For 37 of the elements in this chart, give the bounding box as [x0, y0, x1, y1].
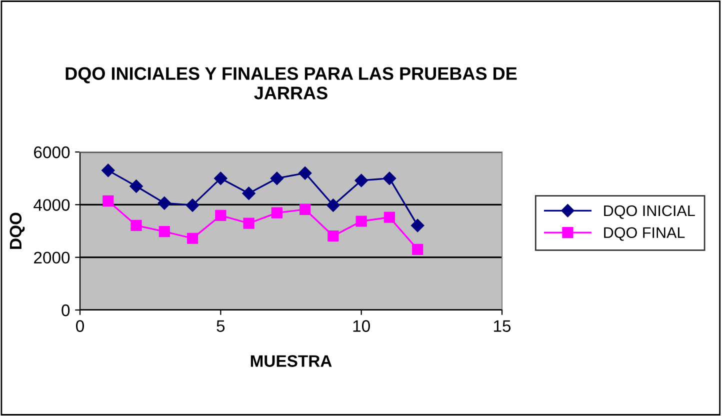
- point: [300, 204, 311, 215]
- point: [130, 180, 143, 193]
- point: [384, 212, 396, 223]
- point: [271, 207, 282, 218]
- chart-title: DQO INICIALES Y FINALES PARA LAS PRUEBAS DE JARRAS: [66, 67, 517, 100]
- point: [243, 218, 254, 229]
- x-axis-title: MUESTRA: [250, 355, 332, 367]
- x-tick-label: 0: [76, 320, 84, 332]
- point: [326, 198, 340, 212]
- point: [186, 198, 200, 212]
- point: [186, 232, 198, 244]
- point: [130, 220, 142, 232]
- y-axis-title: DQO: [10, 212, 25, 249]
- point: [214, 172, 228, 185]
- point: [215, 210, 226, 222]
- point: [298, 166, 312, 180]
- point: [242, 186, 256, 200]
- point: [270, 172, 284, 185]
- point: [356, 216, 367, 227]
- y-tick-label: 4000: [34, 199, 70, 211]
- y-tick-label: 0: [62, 304, 70, 316]
- point: [328, 230, 339, 242]
- x-tick-label: 10: [353, 320, 370, 332]
- x-tick-label: 15: [494, 320, 511, 332]
- y-tick-label: 2000: [34, 252, 70, 264]
- point: [158, 226, 170, 238]
- y-tick-label: 6000: [34, 146, 70, 158]
- point: [102, 195, 114, 207]
- legend-label: DQO INICIAL: [604, 205, 695, 219]
- legend-label: DQO FINAL: [604, 227, 685, 241]
- point: [411, 218, 424, 232]
- point: [382, 172, 396, 185]
- point: [158, 196, 171, 210]
- point: [412, 244, 424, 255]
- x-tick-label: 5: [216, 320, 225, 332]
- point: [354, 174, 368, 188]
- point: [102, 164, 115, 178]
